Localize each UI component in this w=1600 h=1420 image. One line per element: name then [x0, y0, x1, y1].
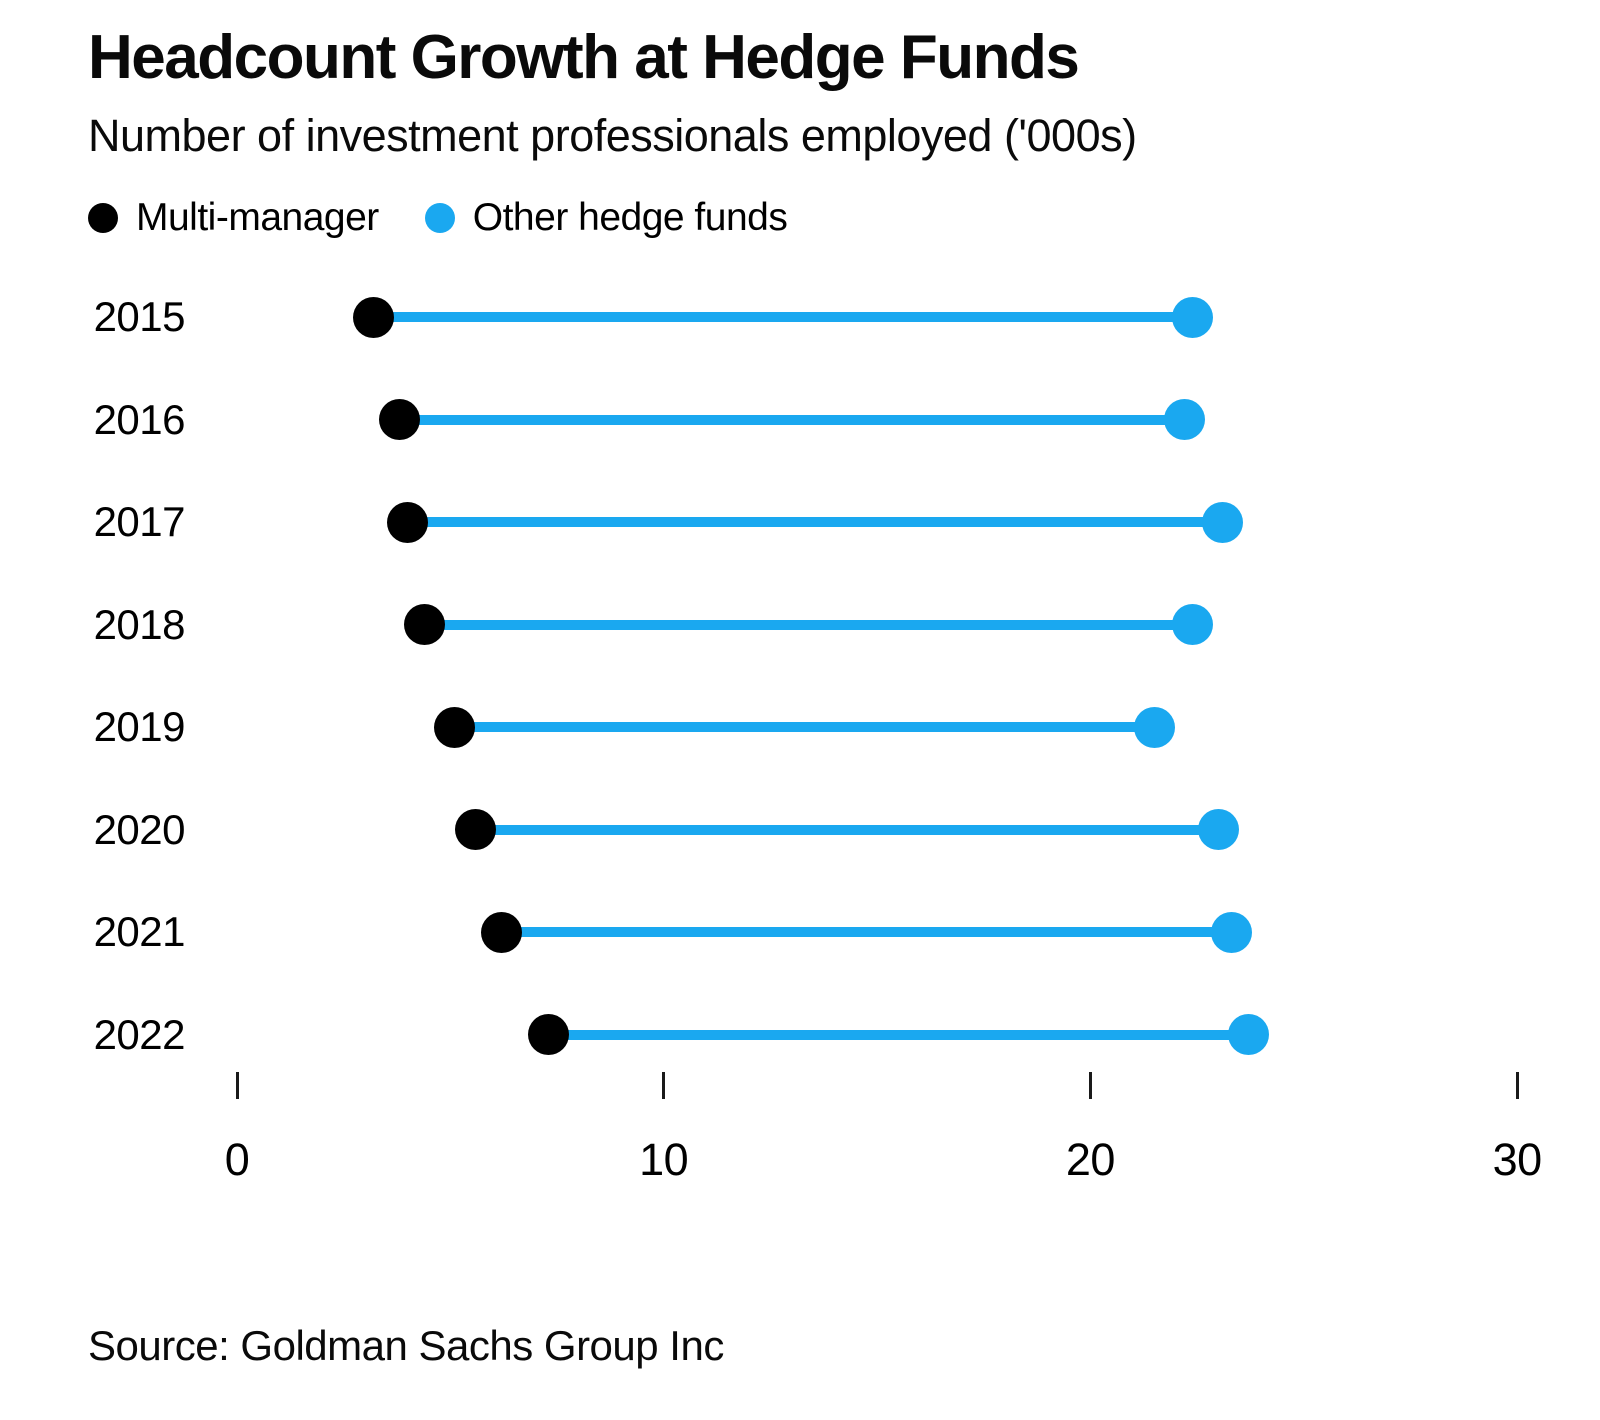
- chart-subtitle: Number of investment professionals emplo…: [88, 110, 1137, 161]
- year-label-2015: 2015: [93, 293, 186, 340]
- other-hedge-funds-dot-2021: [1210, 911, 1252, 953]
- dumbbell-connector-2017: [407, 517, 1223, 527]
- dumbbell-connector-2015: [373, 312, 1193, 322]
- legend-item-multi-manager: Multi-manager: [88, 196, 379, 240]
- legend-swatch-icon: [424, 203, 455, 233]
- x-axis-tick-label-10: 10: [639, 1134, 689, 1185]
- year-label-2022: 2022: [93, 1010, 186, 1058]
- multi-manager-dot-2021: [481, 911, 523, 953]
- year-label-2016: 2016: [93, 395, 186, 443]
- dumbbell-connector-2019: [454, 722, 1155, 732]
- multi-manager-dot-2017: [387, 501, 429, 543]
- multi-manager-dot-2020: [455, 809, 497, 850]
- legend-label: Other hedge funds: [472, 196, 788, 239]
- other-hedge-funds-dot-2016: [1163, 399, 1205, 440]
- dumbbell-connector-2022: [548, 1029, 1249, 1040]
- x-axis-tick-label-30: 30: [1492, 1134, 1543, 1185]
- chart-legend: Multi-manager Other hedge funds: [88, 196, 788, 240]
- x-axis-tick-0: [235, 1072, 239, 1099]
- page-title: Headcount Growth at Hedge Funds: [88, 23, 1080, 92]
- other-hedge-funds-dot-2015: [1172, 296, 1214, 338]
- multi-manager-dot-2015: [353, 296, 395, 338]
- legend-swatch-icon: [88, 203, 118, 233]
- year-label-2018: 2018: [93, 600, 186, 648]
- multi-manager-dot-2016: [378, 399, 420, 440]
- legend-item-other-hedge-funds: Other hedge funds: [424, 196, 788, 240]
- other-hedge-funds-dot-2018: [1172, 604, 1214, 645]
- other-hedge-funds-dot-2017: [1202, 501, 1244, 543]
- other-hedge-funds-dot-2019: [1133, 706, 1175, 748]
- year-label-2021: 2021: [93, 908, 186, 955]
- multi-manager-dot-2018: [404, 604, 446, 645]
- x-axis-tick-20: [1088, 1072, 1092, 1099]
- dumbbell-connector-2021: [501, 927, 1232, 937]
- year-label-2017: 2017: [93, 498, 186, 545]
- other-hedge-funds-dot-2020: [1197, 809, 1239, 850]
- dumbbell-connector-2016: [399, 414, 1185, 425]
- multi-manager-dot-2022: [527, 1014, 569, 1055]
- other-hedge-funds-dot-2022: [1227, 1014, 1269, 1055]
- x-axis-tick-label-0: 0: [224, 1134, 250, 1185]
- dumbbell-connector-2018: [424, 619, 1193, 630]
- year-label-2019: 2019: [93, 703, 186, 750]
- x-axis-tick-10: [662, 1072, 666, 1099]
- year-label-2020: 2020: [93, 805, 186, 853]
- multi-manager-dot-2019: [434, 706, 476, 748]
- dumbbell-connector-2020: [475, 824, 1219, 835]
- source-note: Source: Goldman Sachs Group Inc: [88, 1322, 724, 1369]
- x-axis-tick-30: [1515, 1072, 1519, 1099]
- legend-label: Multi-manager: [136, 196, 379, 239]
- x-axis-tick-label-20: 20: [1065, 1134, 1116, 1185]
